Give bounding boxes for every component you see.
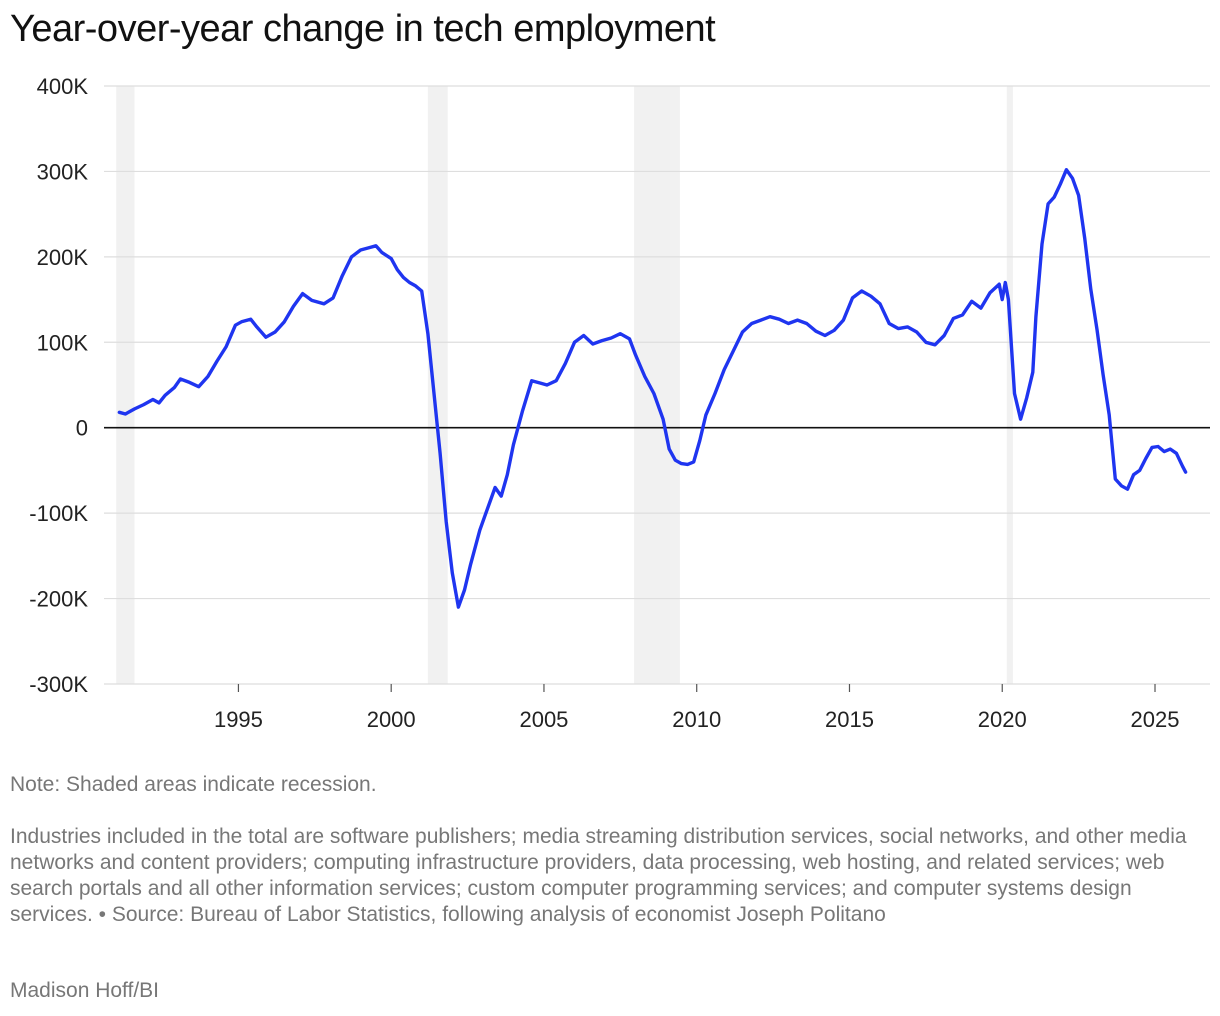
y-tick-label: 200K — [37, 245, 89, 270]
x-tick-label: 2015 — [825, 707, 874, 732]
chart-credit: Madison Hoff/BI — [10, 979, 160, 1002]
y-tick-label: 300K — [37, 159, 89, 184]
x-tick-label: 2005 — [519, 707, 568, 732]
recession-band-1 — [427, 86, 448, 684]
x-tick-label: 2000 — [367, 707, 416, 732]
chart-note: Note: Shaded areas indicate recession. — [10, 773, 377, 796]
y-gridlines — [104, 85, 1210, 685]
recession-band-0 — [116, 86, 135, 684]
x-axis-ticks: 1995 2000 2005 2010 2015 2020 2025 — [214, 684, 1180, 732]
x-tick-label: 2010 — [672, 707, 721, 732]
y-axis-labels: -300K -200K -100K 0 100K 200K 300K 400K — [29, 74, 88, 697]
chart-description-source: Industries included in the total are sof… — [10, 825, 1187, 926]
x-tick-label: 2025 — [1131, 707, 1180, 732]
x-tick-label: 2020 — [978, 707, 1027, 732]
y-tick-label: -200K — [29, 587, 88, 612]
y-tick-label: 100K — [37, 330, 89, 355]
line-chart: -300K -200K -100K 0 100K 200K 300K 400K 1995 200… — [29, 74, 1210, 732]
recession-band-2 — [634, 86, 680, 684]
series-layer — [117, 168, 1188, 609]
recession-bands — [116, 86, 1013, 684]
y-tick-label: -300K — [29, 672, 88, 697]
y-tick-label: 0 — [76, 416, 88, 441]
chart-title: Year-over-year change in tech employment — [10, 8, 716, 50]
y-tick-label: -100K — [29, 501, 88, 526]
y-tick-label: 400K — [37, 74, 89, 99]
x-tick-label: 1995 — [214, 707, 263, 732]
recession-band-3 — [1006, 86, 1013, 684]
series-line-0 — [117, 168, 1188, 609]
